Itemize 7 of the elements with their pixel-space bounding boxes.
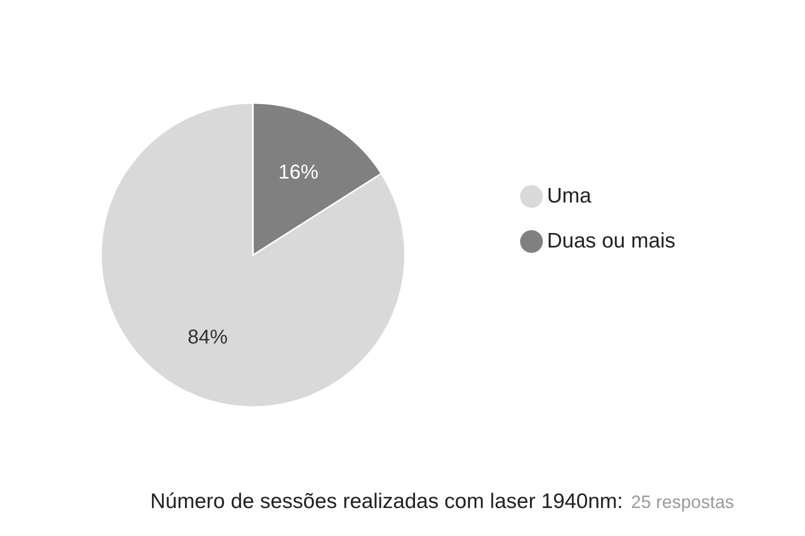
text: 25 respostas — [631, 492, 734, 512]
pie-slice — [100, 102, 406, 408]
legend-label: Duas ou mais — [547, 230, 676, 252]
legend-label: Uma — [547, 184, 592, 208]
text: Número de sessões realizadas com laser 1940nm: — [150, 490, 623, 513]
data-label: 16% — [278, 161, 319, 184]
data-label: 84% — [188, 326, 228, 349]
